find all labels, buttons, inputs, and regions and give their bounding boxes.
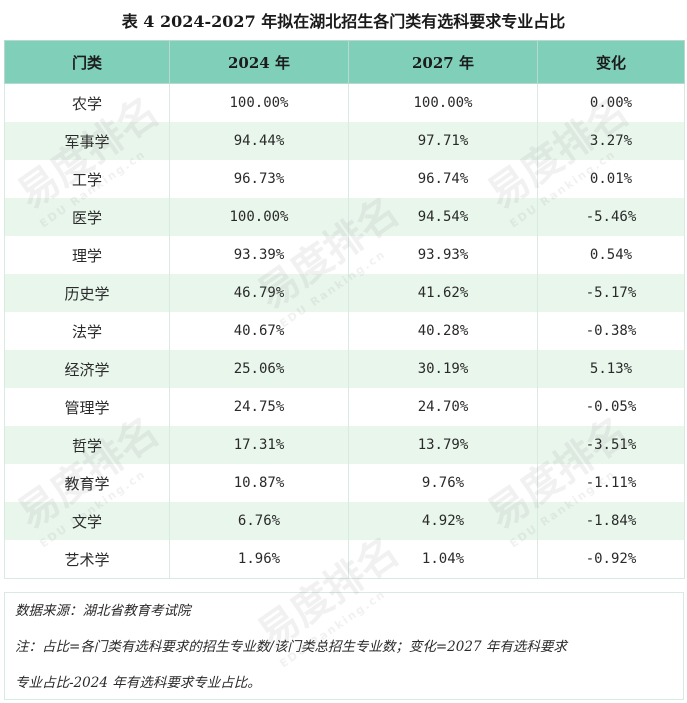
table-row: 医学 100.00% 94.54% -5.46% bbox=[4, 198, 685, 236]
header-row: 门类 2024 年 2027 年 变化 bbox=[4, 40, 685, 84]
value-2024-cell: 1.96% bbox=[169, 540, 349, 579]
change-cell: -0.38% bbox=[537, 312, 685, 350]
notes-box: 数据来源：湖北省教育考试院 注：占比=各门类有选科要求的招生专业数/该门类总招生… bbox=[4, 592, 684, 700]
category-cell: 理学 bbox=[4, 236, 170, 274]
value-2027-cell: 40.28% bbox=[348, 312, 538, 350]
value-2024-cell: 94.44% bbox=[169, 122, 349, 160]
value-2027-cell: 100.00% bbox=[348, 83, 538, 122]
category-cell: 医学 bbox=[4, 198, 170, 236]
category-cell: 经济学 bbox=[4, 350, 170, 388]
data-source-note: 数据来源：湖北省教育考试院 bbox=[15, 603, 191, 619]
value-2027-cell: 96.74% bbox=[348, 160, 538, 198]
table-row: 管理学 24.75% 24.70% -0.05% bbox=[4, 388, 685, 426]
header-category: 门类 bbox=[4, 40, 170, 84]
header-2024: 2024 年 bbox=[169, 40, 349, 84]
value-2024-cell: 96.73% bbox=[169, 160, 349, 198]
value-2027-cell: 9.76% bbox=[348, 464, 538, 502]
value-2027-cell: 24.70% bbox=[348, 388, 538, 426]
change-cell: -5.46% bbox=[537, 198, 685, 236]
change-cell: 0.00% bbox=[537, 83, 685, 122]
value-2027-cell: 13.79% bbox=[348, 426, 538, 464]
header-2027: 2027 年 bbox=[348, 40, 538, 84]
value-2027-cell: 93.93% bbox=[348, 236, 538, 274]
definition-note-line-2: 专业占比-2024 年有选科要求专业占比。 bbox=[15, 675, 261, 691]
change-cell: -5.17% bbox=[537, 274, 685, 312]
change-cell: -0.05% bbox=[537, 388, 685, 426]
change-cell: -0.92% bbox=[537, 540, 685, 579]
category-cell: 历史学 bbox=[4, 274, 170, 312]
change-cell: -1.11% bbox=[537, 464, 685, 502]
table-title: 表 4 2024-2027 年拟在湖北招生各门类有选科要求专业占比 bbox=[121, 12, 566, 31]
value-2027-cell: 4.92% bbox=[348, 502, 538, 540]
value-2027-cell: 1.04% bbox=[348, 540, 538, 579]
category-cell: 军事学 bbox=[4, 122, 170, 160]
value-2024-cell: 93.39% bbox=[169, 236, 349, 274]
value-2027-cell: 97.71% bbox=[348, 122, 538, 160]
table-row: 哲学 17.31% 13.79% -3.51% bbox=[4, 426, 685, 464]
value-2024-cell: 100.00% bbox=[169, 198, 349, 236]
value-2024-cell: 24.75% bbox=[169, 388, 349, 426]
category-cell: 教育学 bbox=[4, 464, 170, 502]
category-cell: 艺术学 bbox=[4, 540, 170, 579]
table-row: 经济学 25.06% 30.19% 5.13% bbox=[4, 350, 685, 388]
table-row: 法学 40.67% 40.28% -0.38% bbox=[4, 312, 685, 350]
value-2027-cell: 94.54% bbox=[348, 198, 538, 236]
table-row: 艺术学 1.96% 1.04% -0.92% bbox=[4, 540, 685, 579]
category-cell: 农学 bbox=[4, 83, 170, 122]
category-cell: 管理学 bbox=[4, 388, 170, 426]
change-cell: -3.51% bbox=[537, 426, 685, 464]
value-2027-cell: 30.19% bbox=[348, 350, 538, 388]
definition-note-line-1: 注：占比=各门类有选科要求的招生专业数/该门类总招生专业数；变化=2027 年有… bbox=[15, 639, 567, 655]
value-2024-cell: 100.00% bbox=[169, 83, 349, 122]
value-2027-cell: 41.62% bbox=[348, 274, 538, 312]
table-row: 教育学 10.87% 9.76% -1.11% bbox=[4, 464, 685, 502]
value-2024-cell: 25.06% bbox=[169, 350, 349, 388]
change-cell: 3.27% bbox=[537, 122, 685, 160]
table-row: 农学 100.00% 100.00% 0.00% bbox=[4, 83, 685, 122]
table-row: 军事学 94.44% 97.71% 3.27% bbox=[4, 122, 685, 160]
category-cell: 文学 bbox=[4, 502, 170, 540]
value-2024-cell: 6.76% bbox=[169, 502, 349, 540]
value-2024-cell: 17.31% bbox=[169, 426, 349, 464]
value-2024-cell: 40.67% bbox=[169, 312, 349, 350]
value-2024-cell: 10.87% bbox=[169, 464, 349, 502]
change-cell: -1.84% bbox=[537, 502, 685, 540]
change-cell: 0.54% bbox=[537, 236, 685, 274]
category-cell: 哲学 bbox=[4, 426, 170, 464]
table-row: 历史学 46.79% 41.62% -5.17% bbox=[4, 274, 685, 312]
category-cell: 工学 bbox=[4, 160, 170, 198]
table-row: 工学 96.73% 96.74% 0.01% bbox=[4, 160, 685, 198]
change-cell: 5.13% bbox=[537, 350, 685, 388]
change-cell: 0.01% bbox=[537, 160, 685, 198]
data-table: 门类 2024 年 2027 年 变化 农学 100.00% 100.00% 0… bbox=[4, 40, 685, 579]
category-cell: 法学 bbox=[4, 312, 170, 350]
table-row: 理学 93.39% 93.93% 0.54% bbox=[4, 236, 685, 274]
table-row: 文学 6.76% 4.92% -1.84% bbox=[4, 502, 685, 540]
value-2024-cell: 46.79% bbox=[169, 274, 349, 312]
header-change: 变化 bbox=[537, 40, 685, 84]
